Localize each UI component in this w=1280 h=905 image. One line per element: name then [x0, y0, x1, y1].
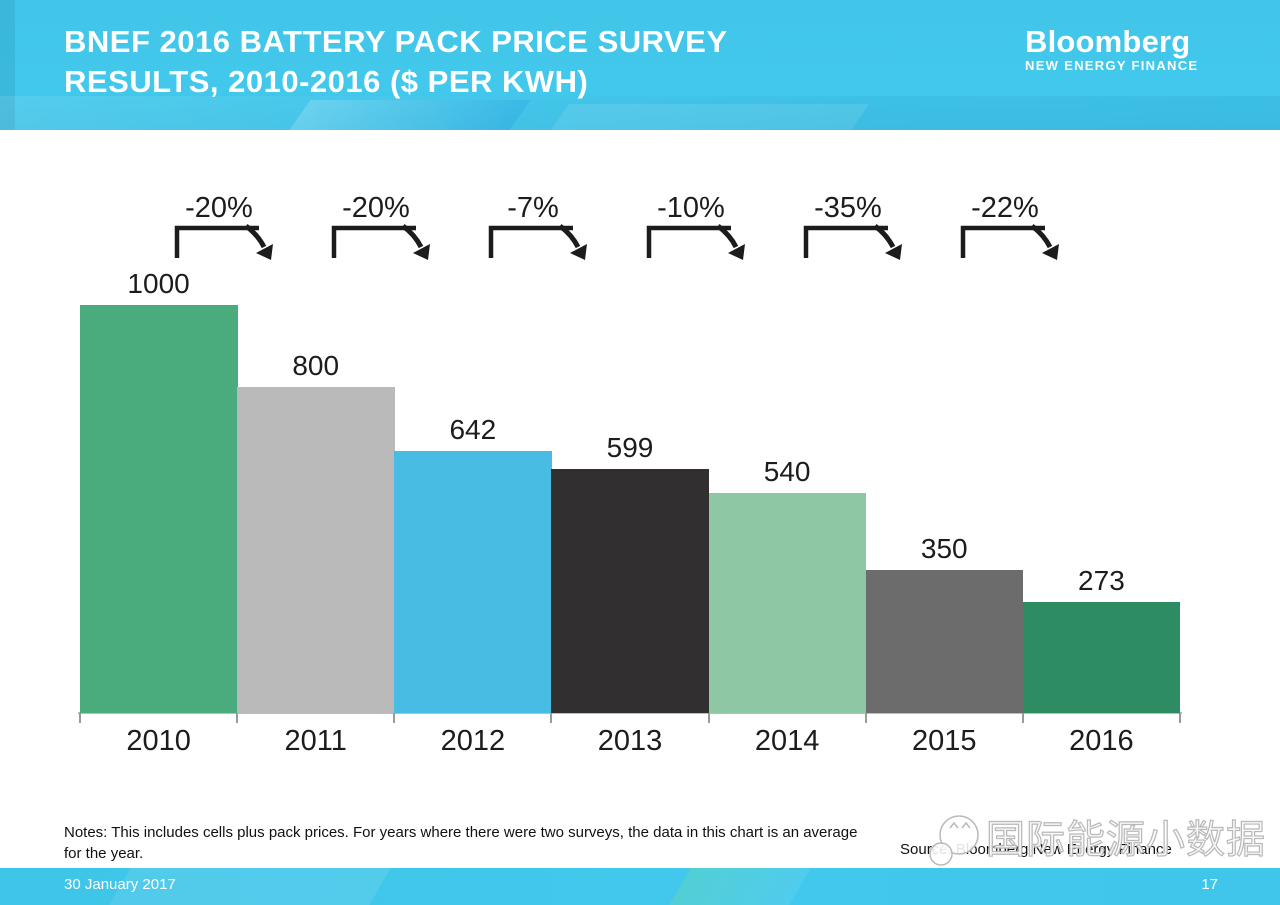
- bar-value-label: 273: [1078, 564, 1125, 596]
- pct-change-label: -20%: [185, 192, 253, 224]
- bracket-line: [489, 225, 574, 258]
- pct-change-annotation: -10%: [646, 192, 745, 260]
- footer-date: 30 January 2017: [64, 876, 176, 893]
- pct-change-label: -10%: [657, 192, 725, 224]
- axis-tick: [79, 713, 81, 723]
- notes-text: Notes: This includes cells plus pack pri…: [64, 824, 858, 862]
- axis-tick: [393, 713, 396, 723]
- page-title: BNEF 2016 BATTERY PACK PRICE SURVEY RESU…: [64, 22, 728, 102]
- pct-change-annotation: -20%: [174, 192, 274, 260]
- bracket-line: [960, 225, 1045, 258]
- x-axis-label: 2011: [284, 725, 347, 757]
- bar-value-label: 642: [449, 414, 497, 446]
- down-arrow-curve: [873, 224, 895, 249]
- down-arrow-head: [727, 244, 745, 260]
- pct-change-label: -22%: [971, 192, 1039, 224]
- bar-2011: [237, 386, 395, 713]
- watermark-text: 国际能源小数据: [985, 818, 1267, 862]
- page-title-line2: RESULTS, 2010-2016 ($ PER KWH): [64, 64, 589, 99]
- bracket-line: [646, 225, 731, 258]
- bar-value-label: 800: [292, 349, 340, 381]
- bloomberg-logo-wordmark: Bloomberg: [1025, 24, 1191, 59]
- bar-value-label: 599: [606, 431, 654, 463]
- pct-change-annotation: -7%: [489, 192, 588, 260]
- axis-tick: [1179, 713, 1181, 723]
- bar-2015: [865, 570, 1024, 713]
- header: BNEF 2016 BATTERY PACK PRICE SURVEY RESU…: [0, 0, 1280, 130]
- down-arrow-curve: [244, 224, 267, 249]
- x-axis-label: 2016: [1069, 725, 1134, 757]
- bar-2010: [80, 305, 238, 713]
- bar-2016: [1022, 601, 1180, 713]
- x-axis-label: 2010: [126, 725, 191, 757]
- bar-value-label: 540: [763, 455, 811, 487]
- page-number: 17: [1201, 876, 1218, 893]
- bar-2014: [708, 492, 867, 713]
- pct-change-label: -20%: [342, 192, 410, 224]
- wechat-icon: [929, 815, 979, 866]
- x-axis-label: 2013: [597, 725, 663, 757]
- down-arrow-curve: [716, 224, 738, 249]
- axis-tick: [1021, 713, 1024, 723]
- down-arrow-head: [1041, 244, 1059, 260]
- bloomberg-logo-subtitle: NEW ENERGY FINANCE: [1025, 58, 1199, 73]
- axis-tick: [864, 713, 867, 723]
- down-arrow-curve: [401, 224, 424, 249]
- down-arrow-head: [570, 244, 588, 260]
- page-title-line1: BNEF 2016 BATTERY PACK PRICE SURVEY: [64, 24, 728, 59]
- bracket-line: [803, 225, 888, 258]
- down-arrow-head: [413, 244, 431, 260]
- down-arrow-curve: [558, 224, 581, 249]
- bar-value-label: 1000: [127, 268, 190, 299]
- pct-change-label: -35%: [814, 192, 882, 224]
- pct-change-annotation: -35%: [803, 192, 902, 260]
- x-axis-line: [78, 712, 1182, 714]
- header-swoosh-decoration: [0, 96, 1280, 130]
- bracket-line: [332, 225, 417, 258]
- bracket-line: [174, 225, 260, 258]
- bar-2013: [551, 468, 710, 713]
- footer: 30 January 2017 17: [0, 868, 1280, 905]
- bar-value-label: 350: [920, 533, 968, 565]
- down-arrow-curve: [1030, 224, 1053, 249]
- x-axis-label: 2014: [754, 725, 820, 757]
- axis-tick: [236, 713, 239, 723]
- footer-swoosh-decoration: [669, 868, 811, 905]
- pct-change-annotation: -22%: [960, 192, 1059, 260]
- x-axis-label: 2015: [912, 725, 977, 757]
- bar-2012: [394, 451, 552, 713]
- pct-change-label: -7%: [508, 192, 560, 224]
- watermark: 国际能源小数据: [928, 810, 1268, 872]
- bloomberg-logo: Bloomberg NEW ENERGY FINANCE: [1025, 24, 1199, 74]
- pct-change-annotation: -20%: [332, 192, 431, 260]
- axis-tick: [707, 713, 710, 723]
- down-arrow-head: [884, 244, 902, 260]
- axis-tick: [550, 713, 553, 723]
- header-left-strip: [0, 0, 15, 130]
- down-arrow-head: [256, 244, 274, 260]
- x-axis-label: 2012: [440, 725, 506, 757]
